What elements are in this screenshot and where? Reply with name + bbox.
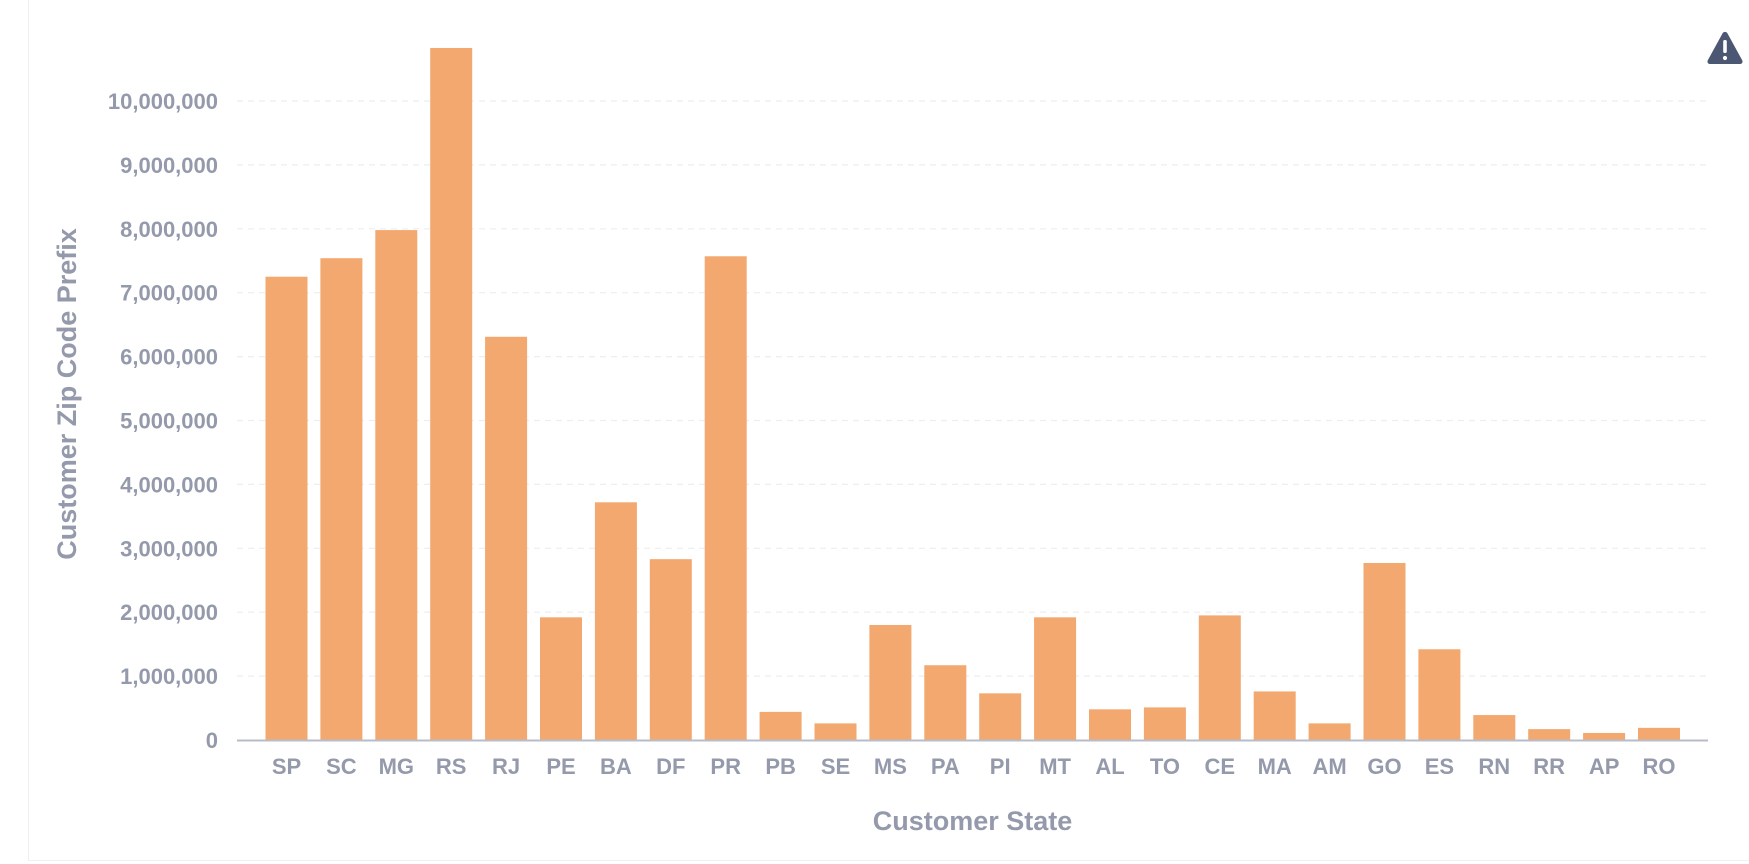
x-tick-label: MG xyxy=(379,754,414,779)
bar-es[interactable] xyxy=(1418,649,1461,740)
x-tick-label: DF xyxy=(656,754,685,779)
x-tick-label: GO xyxy=(1367,754,1401,779)
bar-al[interactable] xyxy=(1089,709,1131,740)
bar-pb[interactable] xyxy=(759,711,802,740)
y-tick-label: 0 xyxy=(206,728,218,753)
bar-pr[interactable] xyxy=(704,256,747,740)
bar-am[interactable] xyxy=(1308,723,1351,740)
bar-to[interactable] xyxy=(1143,707,1186,740)
x-tick-label: CE xyxy=(1205,754,1236,779)
y-tick-label: 10,000,000 xyxy=(108,89,218,114)
x-tick-label: SP xyxy=(272,754,301,779)
bar-rj[interactable] xyxy=(485,336,528,740)
bar-ce[interactable] xyxy=(1198,615,1241,740)
y-tick-label: 5,000,000 xyxy=(120,409,218,434)
bar-pi[interactable] xyxy=(979,693,1022,740)
x-axis-title: Customer State xyxy=(873,806,1073,836)
x-tick-label: AP xyxy=(1589,754,1620,779)
x-tick-label: RO xyxy=(1643,754,1676,779)
bar-pe[interactable] xyxy=(540,617,582,740)
bar-mg[interactable] xyxy=(375,230,418,740)
y-tick-label: 3,000,000 xyxy=(120,536,218,561)
x-tick-label: RJ xyxy=(492,754,520,779)
bar-pa[interactable] xyxy=(924,665,967,740)
y-tick-label: 1,000,000 xyxy=(120,664,218,689)
bar-ms[interactable] xyxy=(869,624,912,740)
x-tick-label: AM xyxy=(1312,754,1346,779)
x-tick-label: RN xyxy=(1478,754,1510,779)
bar-sc[interactable] xyxy=(320,258,363,740)
x-tick-label: PB xyxy=(765,754,796,779)
bar-ba[interactable] xyxy=(594,502,637,740)
y-tick-label: 7,000,000 xyxy=(120,281,218,306)
bar-rr[interactable] xyxy=(1528,729,1571,740)
x-tick-label: BA xyxy=(600,754,632,779)
bars xyxy=(265,47,1680,740)
x-tick-label: SE xyxy=(821,754,850,779)
bar-ma[interactable] xyxy=(1253,691,1296,740)
y-axis-title: Customer Zip Code Prefix xyxy=(52,228,82,560)
x-tick-label: AL xyxy=(1095,754,1124,779)
x-tick-label: PE xyxy=(546,754,575,779)
bar-se[interactable] xyxy=(814,723,857,740)
x-tick-label: MA xyxy=(1258,754,1292,779)
x-tick-label: MT xyxy=(1039,754,1071,779)
warning-exclamation-dot xyxy=(1722,55,1728,61)
warning-icon[interactable] xyxy=(1706,30,1744,66)
bar-ap[interactable] xyxy=(1583,732,1626,740)
y-axis-ticks: 0 1,000,000 2,000,000 3,000,000 4,000,000 5,0… xyxy=(108,89,218,753)
x-tick-label: TO xyxy=(1150,754,1180,779)
x-tick-label: PR xyxy=(710,754,741,779)
bar-mt[interactable] xyxy=(1034,617,1077,740)
x-tick-label: PI xyxy=(990,754,1011,779)
x-tick-label: SC xyxy=(326,754,357,779)
bar-rn[interactable] xyxy=(1473,715,1516,740)
bar-rs[interactable] xyxy=(430,47,473,740)
x-tick-label: RR xyxy=(1533,754,1565,779)
y-tick-label: 4,000,000 xyxy=(120,472,218,497)
x-axis-ticks: SP SC MG RS RJ PE BA DF PR PB SE MS PA PI MT AL TO CE MA AM… xyxy=(272,754,1676,779)
warning-exclamation-bar xyxy=(1723,40,1727,53)
bar-ro[interactable] xyxy=(1638,727,1680,740)
bar-df[interactable] xyxy=(649,559,692,740)
x-tick-label: MS xyxy=(874,754,907,779)
bar-sp[interactable] xyxy=(265,276,308,740)
y-tick-label: 9,000,000 xyxy=(120,153,218,178)
y-tick-label: 2,000,000 xyxy=(120,600,218,625)
y-tick-label: 8,000,000 xyxy=(120,217,218,242)
y-tick-label: 6,000,000 xyxy=(120,345,218,370)
x-tick-label: PA xyxy=(931,754,960,779)
bar-go[interactable] xyxy=(1363,562,1406,740)
x-tick-label: ES xyxy=(1425,754,1454,779)
grid-lines xyxy=(237,100,1708,677)
x-tick-label: RS xyxy=(436,754,467,779)
